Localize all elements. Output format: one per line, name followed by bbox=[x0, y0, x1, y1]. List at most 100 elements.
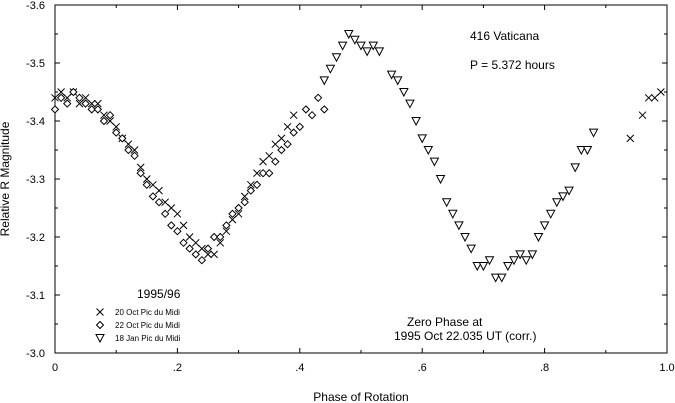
data-point-diamond bbox=[154, 197, 164, 207]
legend-label: 22 Oct Pic du Midi bbox=[115, 321, 180, 330]
data-point-triangle-down bbox=[460, 233, 470, 243]
data-point-diamond bbox=[167, 221, 176, 230]
x-tick-label: .4 bbox=[295, 362, 304, 374]
data-point-x bbox=[198, 244, 206, 253]
zero-phase-line-2: 1995 Oct 22.035 UT (corr.) bbox=[394, 329, 537, 343]
data-point-diamond bbox=[179, 238, 188, 248]
data-point-diamond bbox=[283, 139, 292, 149]
data-point-x bbox=[167, 204, 176, 212]
data-point-triangle-down bbox=[454, 221, 464, 231]
data-point-triangle-down bbox=[319, 76, 330, 86]
data-point-triangle-down bbox=[503, 262, 513, 272]
data-point-diamond bbox=[136, 168, 145, 178]
data-point-triangle-down bbox=[545, 209, 556, 219]
data-point-triangle-down bbox=[368, 41, 379, 51]
data-point-diamond bbox=[289, 128, 298, 137]
data-point-diamond bbox=[93, 105, 103, 114]
data-point-diamond bbox=[271, 157, 280, 166]
x-tick-label: .8 bbox=[540, 362, 549, 374]
data-point-diamond bbox=[148, 192, 158, 201]
data-point-x bbox=[210, 250, 218, 259]
data-point-diamond bbox=[222, 221, 231, 230]
data-point-x bbox=[155, 186, 163, 195]
data-point-diamond bbox=[313, 93, 323, 103]
data-point-x bbox=[277, 134, 286, 143]
data-point-x bbox=[57, 88, 65, 96]
zero-phase-line-1: Zero Phase at bbox=[407, 315, 483, 329]
data-point-triangle-down bbox=[441, 198, 452, 208]
data-point-x bbox=[271, 140, 280, 149]
data-point-diamond bbox=[173, 226, 182, 236]
data-point-x bbox=[638, 111, 647, 120]
data-point-diamond bbox=[228, 209, 237, 219]
data-point-triangle-down bbox=[466, 244, 476, 254]
data-point-diamond bbox=[63, 99, 72, 108]
data-point-diamond bbox=[105, 110, 115, 120]
data-point-diamond bbox=[240, 197, 249, 207]
data-point-triangle-down bbox=[533, 233, 544, 243]
data-point-diamond bbox=[75, 93, 84, 103]
data-point-x bbox=[283, 122, 292, 131]
x-tick-label: 0 bbox=[52, 362, 58, 374]
legend-label: 20 Oct Pic du Midi bbox=[115, 308, 180, 317]
data-point-x bbox=[644, 93, 653, 102]
data-point-diamond bbox=[111, 128, 121, 137]
data-point-diamond bbox=[160, 209, 170, 219]
data-point-triangle-down bbox=[331, 53, 342, 63]
x-tick-label: .6 bbox=[418, 362, 427, 374]
data-point-x bbox=[51, 93, 59, 102]
legend: 20 Oct Pic du Midi 22 Oct Pic du Midi 18 J… bbox=[95, 308, 181, 344]
series-triangle-down bbox=[319, 30, 599, 283]
data-point-diamond bbox=[99, 116, 109, 126]
data-point-triangle-down bbox=[539, 221, 550, 231]
data-point-x bbox=[204, 250, 212, 259]
data-point-x bbox=[130, 146, 139, 154]
data-point-x bbox=[112, 122, 121, 131]
data-point-x bbox=[173, 209, 182, 218]
data-point-diamond bbox=[50, 105, 60, 114]
data-point-x bbox=[216, 238, 225, 247]
legend-marker-diamond bbox=[95, 320, 105, 330]
y-tick-label: -3.3 bbox=[26, 174, 45, 186]
y-axis-label: Relative R Magnitude bbox=[0, 121, 12, 236]
data-point-x bbox=[253, 169, 261, 178]
period-label: P = 5.372 hours bbox=[470, 58, 555, 72]
y-tick-label: -3.2 bbox=[26, 232, 45, 244]
data-point-x bbox=[289, 111, 298, 120]
data-point-triangle-down bbox=[350, 35, 360, 45]
data-point-triangle-down bbox=[417, 134, 428, 144]
data-point-x bbox=[63, 93, 72, 102]
data-point-diamond bbox=[130, 151, 139, 161]
data-point-diamond bbox=[69, 87, 78, 97]
data-point-triangle-down bbox=[472, 262, 483, 272]
data-point-x bbox=[228, 215, 237, 224]
data-point-x bbox=[240, 192, 249, 201]
x-tick-label: .2 bbox=[173, 362, 182, 374]
data-point-triangle-down bbox=[484, 256, 495, 266]
data-point-triangle-down bbox=[521, 256, 532, 266]
data-point-x bbox=[179, 221, 188, 230]
data-point-triangle-down bbox=[423, 146, 434, 156]
x-tick-label: 1.0 bbox=[659, 362, 674, 374]
data-point-diamond bbox=[301, 105, 311, 114]
chart-title: 416 Vaticana bbox=[470, 29, 539, 43]
x-axis-label: Phase of Rotation bbox=[313, 390, 408, 403]
data-point-triangle-down bbox=[356, 41, 366, 51]
data-point-triangle-down bbox=[362, 47, 372, 57]
data-point-triangle-down bbox=[564, 186, 574, 196]
data-point-triangle-down bbox=[552, 198, 562, 208]
data-point-x bbox=[93, 99, 102, 108]
data-point-x bbox=[259, 157, 267, 166]
data-point-diamond bbox=[81, 99, 90, 108]
y-tick-label: -3.6 bbox=[26, 0, 45, 12]
data-point-triangle-down bbox=[588, 128, 599, 138]
data-point-x bbox=[234, 209, 243, 218]
data-point-triangle-down bbox=[429, 157, 440, 167]
data-point-diamond bbox=[307, 110, 317, 120]
data-point-x bbox=[136, 163, 145, 172]
data-point-diamond bbox=[258, 168, 268, 178]
data-point-triangle-down bbox=[374, 47, 385, 57]
data-point-x bbox=[142, 175, 151, 183]
legend-marker-triangle-down bbox=[95, 334, 105, 344]
